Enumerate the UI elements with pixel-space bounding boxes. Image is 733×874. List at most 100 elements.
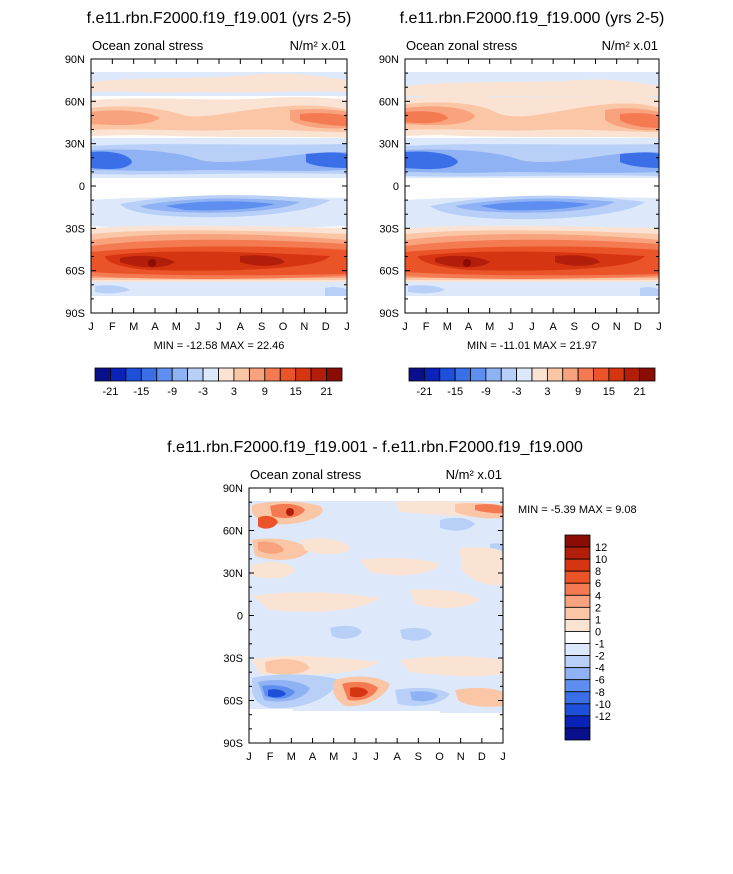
- panel-1-xtick-label: J: [344, 321, 350, 333]
- panel-1-ytick-label: 60S: [65, 266, 85, 278]
- panel-1-colorbar-box: [125, 367, 142, 382]
- panel-1-colorbar-box: [310, 367, 327, 382]
- panel-2-ytick-label: 30S: [379, 223, 399, 235]
- panel-1-colorbar-label: -3: [198, 386, 208, 398]
- panel-1-colorbar-box: [171, 367, 189, 382]
- panel-1-xtick-label: O: [279, 321, 288, 333]
- panel-1-xtick-label: J: [195, 321, 201, 333]
- panel-1-colorbar-box: [326, 367, 343, 382]
- panel-2-ytick-label: 60N: [379, 96, 399, 108]
- panel-3-colorbar-box: [564, 631, 591, 644]
- panel-3-units-label: N/m² x.01: [446, 467, 502, 482]
- panel-1-colorbar-label: 9: [262, 386, 268, 398]
- panel-2-xtick-label: O: [591, 321, 600, 333]
- panel-2-xtick-label: J: [402, 321, 408, 333]
- panel-3-xtick-label: D: [478, 751, 486, 763]
- panel-1-units-label: N/m² x.01: [290, 38, 346, 53]
- panel-3-xtick-label: J: [246, 751, 252, 763]
- panel-3-title: f.e11.rbn.F2000.f19_f19.001 - f.e11.rbn.…: [167, 439, 583, 456]
- panel-2-colorbar-box: [593, 367, 610, 382]
- panel-2-xtick-label: J: [508, 321, 514, 333]
- panel-3-colorbar-box: [564, 546, 591, 560]
- panel-1-colorbar-box: [248, 367, 266, 382]
- panel-3-colorbar-box: [564, 594, 591, 608]
- panel-2-colorbar-box: [623, 367, 641, 382]
- panel-2-colorbar-box: [423, 367, 441, 382]
- panel-3-xtick-label: J: [352, 751, 358, 763]
- panel-2-ytick-label: 30N: [379, 139, 399, 151]
- panel-2-colorbar-box: [500, 367, 518, 382]
- panel-2-colorbar-box: [546, 367, 564, 382]
- panel-2-xtick-label: J: [656, 321, 662, 333]
- panel-3-xtick-label: S: [415, 751, 422, 763]
- panel-3-xtick-label: O: [435, 751, 444, 763]
- panel-2-colorbar: -21 -15 -9 -3 3 9 15 21: [408, 367, 656, 398]
- panel-3-colorbar-box: [564, 679, 591, 693]
- panel-3-colorbar-box: [564, 667, 591, 681]
- panel-1-title: f.e11.rbn.F2000.f19_f19.001 (yrs 2-5): [87, 10, 352, 27]
- panel-3-ytick-label: 30N: [223, 568, 243, 580]
- panel-2-title: f.e11.rbn.F2000.f19_f19.000 (yrs 2-5): [400, 10, 665, 27]
- panel-1-xtick-label: S: [258, 321, 265, 333]
- panel-1-xtick-label: J: [216, 321, 222, 333]
- panel-1-colorbar-box: [156, 367, 173, 382]
- panel-3-colorbar-label: -10: [595, 699, 611, 711]
- panel-1-colorbar-label: 3: [231, 386, 237, 398]
- panel-2-xtick-label: A: [465, 321, 473, 333]
- panel-1-ytick-label: 60N: [65, 96, 85, 108]
- panel-3-colorbar-box: [564, 703, 591, 717]
- panel-3-colorbar-box: [564, 643, 591, 656]
- panel-1-ytick-label: 90S: [65, 308, 85, 320]
- panel-3-colorbar-box: [564, 715, 591, 729]
- panel-2-colorbar-box: [531, 367, 548, 382]
- panel-3: f.e11.rbn.F2000.f19_f19.001 - f.e11.rbn.…: [167, 439, 636, 763]
- panel-1-left-label: Ocean zonal stress: [92, 38, 204, 53]
- panel-2-colorbar-label: 9: [575, 386, 581, 398]
- panel-3-colorbar-label: -2: [595, 651, 605, 663]
- panel-2-colorbar-label: -9: [481, 386, 491, 398]
- panel-3-ytick-label: 60N: [223, 526, 243, 538]
- panel-3-ytick-label: 0: [237, 611, 243, 623]
- panel-1-colorbar: -21 -15 -9 -3 3 9 15 21: [94, 367, 343, 398]
- panel-3-ytick-label: 30S: [223, 653, 243, 665]
- panel-1-colorbar-label: -9: [167, 386, 177, 398]
- panel-3-colorbar-box: [564, 558, 591, 572]
- panel-2-colorbar-box: [470, 367, 487, 382]
- panel-1-colorbar-box: [110, 367, 127, 382]
- panel-1-colorbar-box: [202, 367, 219, 382]
- panel-3-colorbar-label: 12: [595, 542, 607, 554]
- panel-2-colorbar-box: [608, 367, 625, 382]
- panel-1-colorbar-label: -15: [133, 386, 149, 398]
- panel-2-colorbar-box: [639, 367, 656, 382]
- panel-1-colorbar-box: [94, 367, 111, 382]
- panel-3-colorbar-label: -4: [595, 663, 605, 675]
- panel-1-colorbar-box: [218, 367, 235, 382]
- panel-1-xtick-label: A: [151, 321, 159, 333]
- panel-2-stats: MIN = -11.01 MAX = 21.97: [467, 340, 597, 352]
- panel-2-ytick-label: 60S: [379, 266, 399, 278]
- panel-1-stats: MIN = -12.58 MAX = 22.46: [154, 340, 285, 352]
- panel-3-colorbar-label: 1: [595, 614, 601, 626]
- panel-2-xtick-label: F: [423, 321, 430, 333]
- panel-1-xtick-label: N: [300, 321, 308, 333]
- panel-2-colorbar-label: -15: [447, 386, 463, 398]
- panel-2-xtick-label: M: [485, 321, 494, 333]
- panel-3-colorbar-label: -1: [595, 639, 605, 651]
- panel-3-xtick-label: J: [500, 751, 506, 763]
- panel-2-ytick-label: 90S: [379, 308, 399, 320]
- panel-2-colorbar-label: -21: [416, 386, 432, 398]
- panel-3-colorbar-label: 10: [595, 554, 607, 566]
- panel-3-ytick-label: 90S: [223, 738, 243, 750]
- panel-3-colorbar-box: [564, 655, 591, 669]
- panel-1-xtick-label: A: [237, 321, 245, 333]
- panel-3-field: [249, 488, 503, 743]
- panel-2-ytick-label: 0: [393, 181, 399, 193]
- panel-1-ytick-label: 0: [79, 181, 85, 193]
- panel-2-colorbar-label: 15: [603, 386, 615, 398]
- panel-1-xtick-label: F: [109, 321, 116, 333]
- panel-2-colorbar-box: [562, 367, 579, 382]
- panel-2-xtick-label: A: [549, 321, 557, 333]
